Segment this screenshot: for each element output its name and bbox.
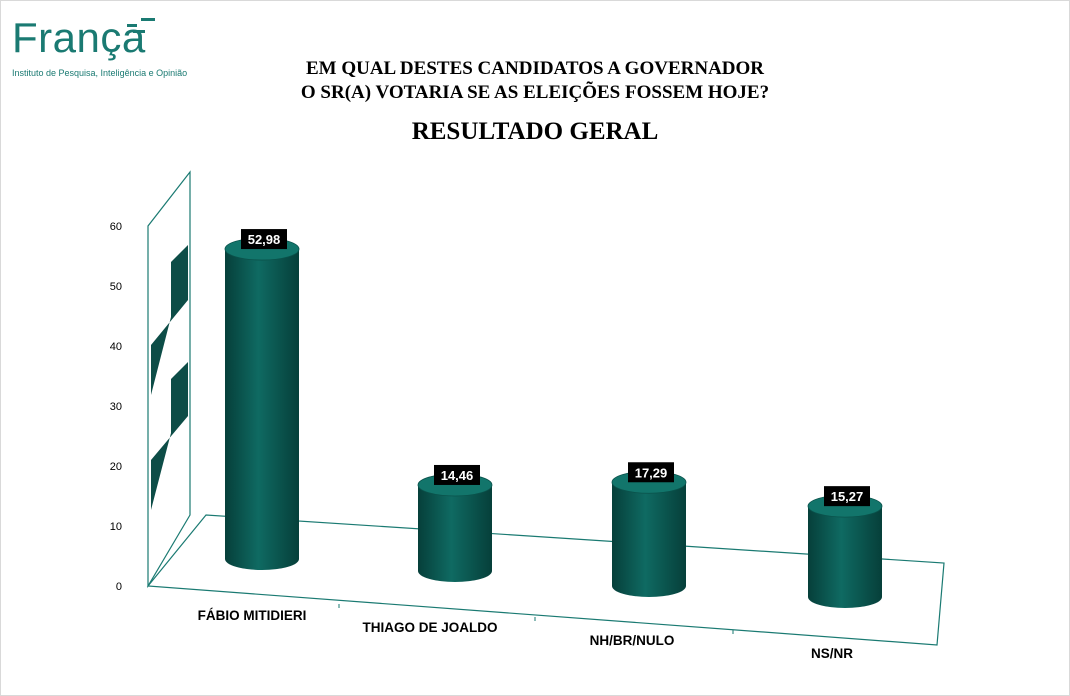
y-tick-label: 50	[110, 281, 122, 293]
y-tick-label: 10	[110, 521, 122, 533]
category-label: FÁBIO MITIDIERI	[198, 608, 307, 623]
bar	[612, 482, 686, 597]
y-tick-label: 60	[110, 221, 122, 233]
back-wall	[147, 170, 191, 589]
bar	[808, 506, 882, 608]
data-label: 15,27	[831, 489, 864, 504]
chart-title: RESULTADO GERAL	[411, 118, 659, 145]
category-label: NS/NR	[811, 646, 853, 661]
floor-plane	[146, 514, 945, 646]
logo: França Instituto de Pesquisa, Inteligênc…	[12, 14, 188, 79]
data-label-box	[628, 462, 674, 483]
data-label-box	[241, 229, 287, 250]
wall-decoration	[151, 245, 188, 395]
y-tick-label: 0	[116, 581, 122, 593]
bar	[418, 484, 492, 582]
wall-decoration	[151, 362, 188, 510]
logo-mark-icon	[127, 18, 155, 33]
data-label: 14,46	[441, 468, 474, 483]
logo-word: França	[12, 14, 146, 61]
category-label: THIAGO DE JOALDO	[362, 620, 497, 635]
y-tick-label: 20	[110, 461, 122, 473]
bar	[225, 249, 299, 570]
data-label: 17,29	[635, 465, 668, 480]
data-label-box	[434, 464, 480, 485]
category-label: NH/BR/NULO	[590, 633, 675, 648]
data-label: 52,98	[248, 232, 281, 247]
y-tick-label: 40	[110, 341, 122, 353]
question-line-2: O SR(A) VOTARIA SE AS ELEIÇÕES FOSSEM HO…	[300, 82, 770, 103]
question-line-1: EM QUAL DESTES CANDIDATOS A GOVERNADOR	[305, 58, 765, 79]
logo-tagline: Instituto de Pesquisa, Inteligência e Op…	[12, 68, 188, 78]
y-tick-label: 30	[110, 401, 122, 413]
data-label-box	[824, 486, 870, 507]
